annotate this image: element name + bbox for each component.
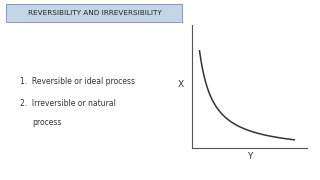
Text: process: process bbox=[32, 118, 61, 127]
Text: REVERSIBILITY AND IRREVERSIBILITY: REVERSIBILITY AND IRREVERSIBILITY bbox=[28, 10, 161, 16]
Text: X: X bbox=[178, 80, 184, 89]
Text: 2.  Irreversible or natural: 2. Irreversible or natural bbox=[20, 99, 116, 108]
Text: 1.  Reversible or ideal process: 1. Reversible or ideal process bbox=[20, 77, 135, 86]
X-axis label: Y: Y bbox=[247, 152, 252, 161]
